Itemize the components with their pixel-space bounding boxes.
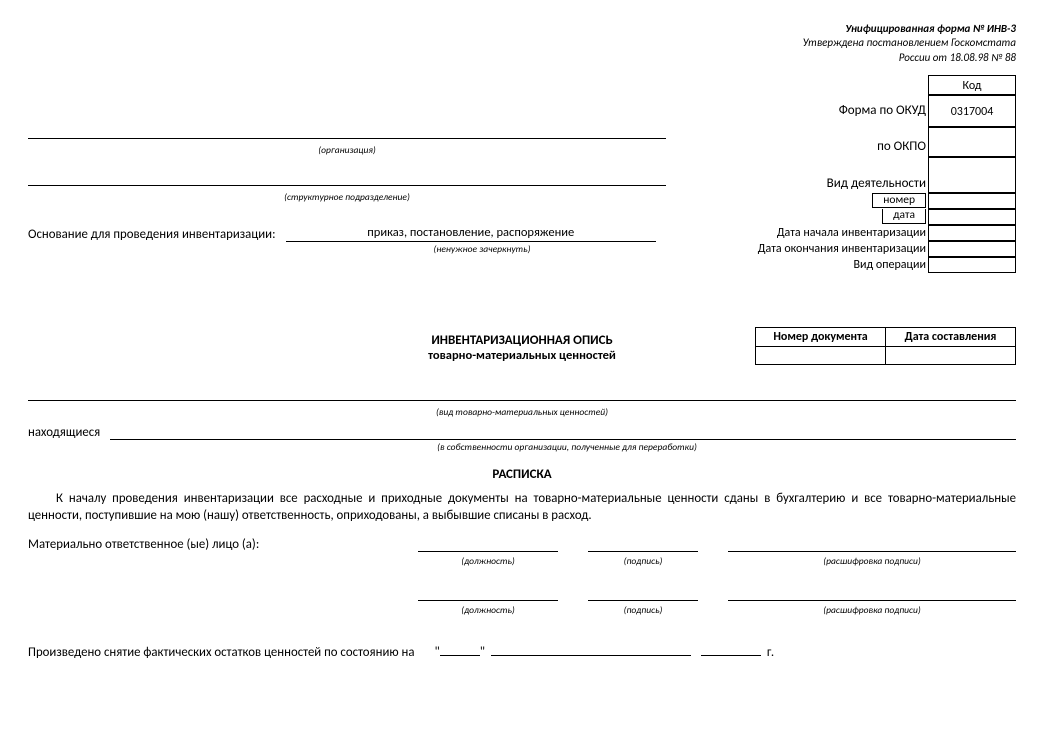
basis-caption: (ненужное зачеркнуть) — [308, 243, 656, 255]
raspiska-heading: РАСПИСКА — [28, 467, 1016, 482]
number-value-cell — [928, 193, 1016, 209]
structural-unit-caption: (структурное подразделение) — [28, 191, 666, 203]
position-field-1[interactable] — [418, 536, 558, 552]
close-quote: " — [480, 645, 485, 660]
position-caption-1: (должность) — [418, 555, 558, 567]
position-caption-2: (должность) — [418, 604, 558, 616]
doc-date-value[interactable] — [886, 346, 1016, 364]
basis-field[interactable]: приказ, постановление, распоряжение — [286, 225, 656, 242]
form-date-line: России от 18.08.98 № 88 — [28, 51, 1016, 65]
signature-field-2[interactable] — [588, 585, 698, 601]
doc-num-value[interactable] — [756, 346, 886, 364]
number-label: номер — [872, 193, 926, 208]
position-field-2[interactable] — [418, 585, 558, 601]
structural-unit-field[interactable] — [28, 168, 666, 186]
operation-value-cell — [928, 257, 1016, 273]
inv-start-label: Дата начала инвентаризации — [676, 225, 926, 241]
doc-date-header: Дата составления — [886, 327, 1016, 346]
operation-label: Вид операции — [676, 257, 926, 273]
okud-label: Форма по ОКУД — [676, 95, 926, 127]
form-header: Унифицированная форма № ИНВ-3 Утверждена… — [28, 22, 1016, 65]
responsible-label: Материально ответственное (ые) лицо (а): — [28, 537, 318, 552]
activity-label: Вид деятельности — [676, 157, 926, 193]
code-header-cell: Код — [928, 75, 1016, 95]
code-column: Код 0317004 — [928, 75, 1016, 273]
okpo-label: по ОКПО — [676, 127, 926, 157]
signature-field-1[interactable] — [588, 536, 698, 552]
tmc-type-field[interactable] — [28, 383, 1016, 401]
okud-value-cell: 0317004 — [928, 95, 1016, 127]
doc-number-date-table: Номер документа Дата составления — [755, 327, 1016, 365]
year-field[interactable] — [701, 638, 761, 656]
located-field[interactable] — [110, 424, 1016, 440]
tmc-type-caption: (вид товарно-материальных ценностей) — [28, 406, 1016, 418]
okpo-value-cell — [928, 127, 1016, 157]
signature-caption-1: (подпись) — [588, 555, 698, 567]
decipher-caption-1: (расшифровка подписи) — [728, 555, 1016, 567]
actual-balance-label: Произведено снятие фактических остатков … — [28, 645, 434, 660]
doc-num-header: Номер документа — [756, 327, 886, 346]
decipher-field-1[interactable] — [728, 536, 1016, 552]
doc-title-sub: товарно-материальных ценностей — [428, 348, 616, 363]
day-field[interactable] — [440, 638, 480, 656]
month-field[interactable] — [491, 638, 691, 656]
basis-label: Основание для проведения инвентаризации: — [28, 227, 286, 242]
located-label: находящиеся — [28, 425, 110, 440]
organization-field[interactable] — [28, 121, 666, 139]
form-approval-line: Утверждена постановлением Госкомстата — [28, 36, 1016, 50]
inv-end-label: Дата окончания инвентаризации — [676, 241, 926, 257]
date-label: дата — [882, 209, 926, 224]
organization-caption: (организация) — [28, 144, 666, 156]
inv-start-value-cell — [928, 225, 1016, 241]
decipher-field-2[interactable] — [728, 585, 1016, 601]
doc-title-main: ИНВЕНТАРИЗАЦИОННАЯ ОПИСЬ — [428, 333, 616, 348]
inv-end-value-cell — [928, 241, 1016, 257]
signature-caption-2: (подпись) — [588, 604, 698, 616]
decipher-caption-2: (расшифровка подписи) — [728, 604, 1016, 616]
date-value-cell — [928, 209, 1016, 225]
activity-value-cell — [928, 157, 1016, 193]
year-suffix: г. — [761, 645, 774, 660]
form-code-line: Унифицированная форма № ИНВ-3 — [28, 22, 1016, 36]
raspiska-body: К началу проведения инвентаризации все р… — [28, 490, 1016, 525]
located-caption: (в собственности организации, полученные… — [118, 441, 1016, 453]
